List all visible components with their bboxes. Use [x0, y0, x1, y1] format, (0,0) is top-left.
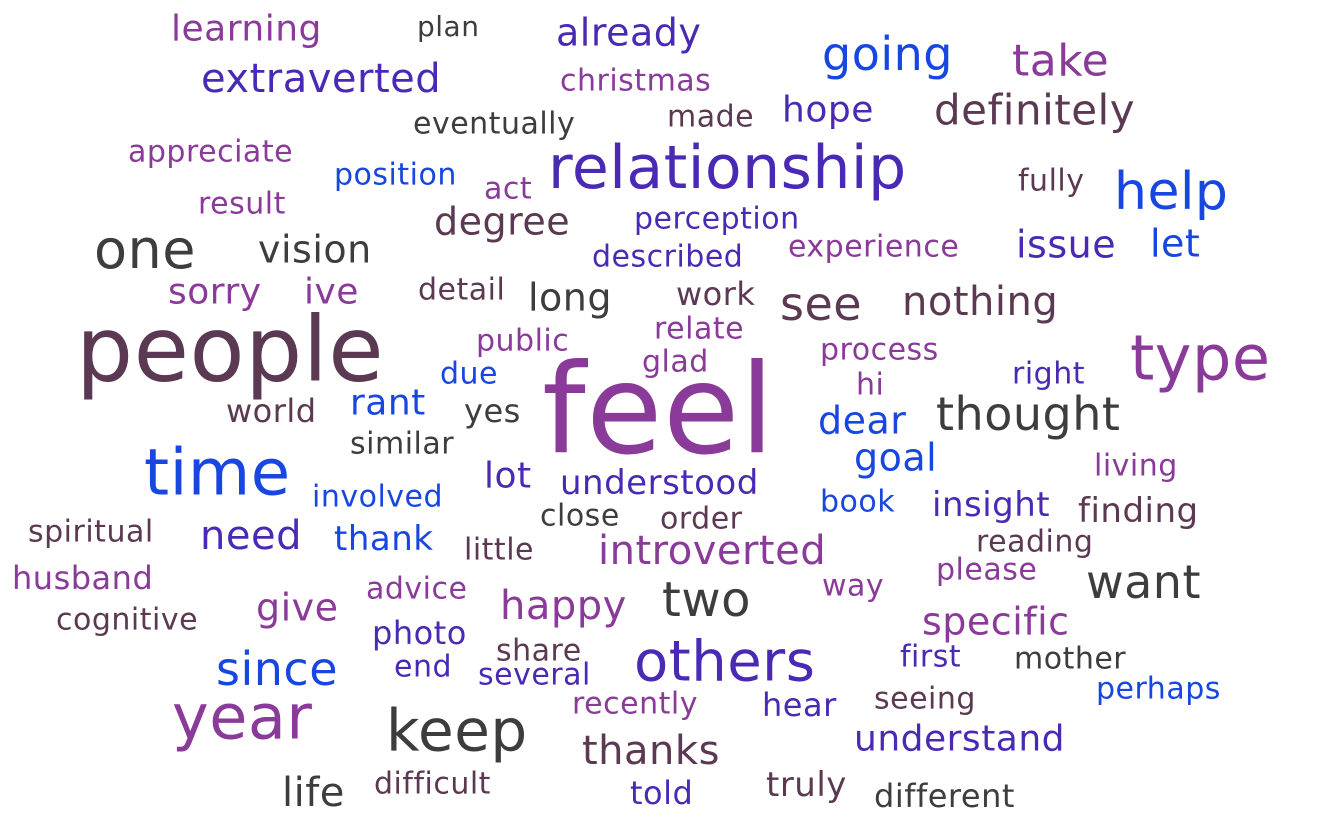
word-thanks: thanks	[582, 728, 720, 774]
word-relationship: relationship	[548, 133, 907, 203]
word-happy: happy	[500, 583, 627, 629]
word-thought: thought	[936, 386, 1121, 441]
word-take: take	[1012, 35, 1110, 87]
word-since: since	[216, 641, 338, 696]
word-fully: fully	[1018, 163, 1085, 199]
word-first: first	[900, 639, 962, 675]
word-need: need	[200, 513, 302, 559]
word-glad: glad	[642, 344, 709, 380]
word-different: different	[874, 776, 1015, 815]
word-one: one	[94, 218, 196, 282]
word-dear: dear	[818, 398, 907, 443]
word-degree: degree	[434, 199, 571, 244]
word-perhaps: perhaps	[1096, 671, 1221, 707]
word-spiritual: spiritual	[28, 514, 154, 550]
word-please: please	[936, 552, 1038, 588]
word-keep: keep	[386, 696, 528, 765]
word-book: book	[820, 484, 896, 520]
word-insight: insight	[932, 485, 1051, 526]
word-long: long	[528, 275, 613, 320]
word-work: work	[676, 274, 756, 313]
word-people: people	[76, 297, 385, 403]
word-hi: hi	[856, 367, 885, 403]
word-others: others	[634, 629, 816, 695]
word-cognitive: cognitive	[56, 602, 199, 638]
word-two: two	[662, 572, 751, 629]
word-world: world	[226, 391, 317, 430]
word-nothing: nothing	[902, 279, 1059, 325]
word-extraverted: extraverted	[201, 56, 442, 102]
word-year: year	[172, 680, 313, 754]
word-way: way	[822, 568, 885, 604]
word-seeing: seeing	[874, 681, 976, 717]
word-hear: hear	[762, 685, 837, 724]
word-want: want	[1086, 554, 1202, 609]
word-going: going	[822, 26, 953, 81]
word-lot: lot	[484, 455, 532, 497]
word-issue: issue	[1016, 222, 1117, 267]
word-order: order	[660, 501, 743, 537]
word-described: described	[592, 239, 744, 275]
word-advice: advice	[366, 571, 468, 607]
word-eventually: eventually	[413, 106, 576, 142]
word-living: living	[1094, 448, 1178, 484]
word-reading: reading	[976, 524, 1094, 560]
word-understood: understood	[560, 463, 759, 504]
word-already: already	[556, 10, 702, 55]
word-yes: yes	[464, 391, 521, 430]
word-life: life	[282, 770, 345, 816]
word-definitely: definitely	[934, 85, 1136, 135]
word-difficult: difficult	[374, 766, 491, 802]
word-see: see	[780, 276, 863, 331]
word-goal: goal	[854, 435, 938, 480]
word-photo: photo	[372, 613, 467, 652]
word-type: type	[1130, 321, 1271, 395]
word-understand: understand	[854, 718, 1066, 760]
word-vision: vision	[258, 227, 372, 272]
word-result: result	[198, 186, 286, 222]
word-perception: perception	[634, 201, 800, 237]
word-position: position	[334, 157, 457, 193]
word-specific: specific	[922, 599, 1070, 644]
word-public: public	[476, 323, 570, 359]
word-plan: plan	[417, 10, 480, 44]
word-involved: involved	[312, 479, 444, 515]
word-sorry: sorry	[168, 271, 262, 313]
word-time: time	[144, 436, 291, 511]
word-truly: truly	[766, 765, 847, 806]
word-act: act	[484, 171, 533, 207]
word-let: let	[1150, 221, 1201, 266]
word-several: several	[478, 657, 591, 693]
word-close: close	[540, 498, 620, 534]
word-little: little	[464, 532, 534, 568]
word-help: help	[1114, 161, 1229, 222]
word-told: told	[630, 773, 694, 812]
word-christmas: christmas	[560, 63, 712, 99]
word-relate: relate	[654, 311, 745, 347]
word-appreciate: appreciate	[128, 134, 294, 170]
word-share: share	[496, 633, 582, 669]
word-thank: thank	[334, 519, 434, 560]
word-hope: hope	[782, 89, 874, 131]
word-right: right	[1012, 356, 1085, 392]
word-finding: finding	[1078, 491, 1199, 532]
word-end: end	[394, 649, 453, 685]
word-made: made	[667, 99, 755, 135]
word-experience: experience	[788, 229, 960, 265]
word-learning: learning	[171, 8, 322, 50]
word-mother: mother	[1014, 641, 1127, 677]
word-give: give	[256, 585, 339, 630]
word-introverted: introverted	[598, 528, 827, 574]
word-feel: feel	[542, 338, 775, 483]
word-detail: detail	[418, 272, 506, 308]
word-husband: husband	[12, 558, 154, 597]
word-ive: ive	[304, 271, 359, 313]
word-process: process	[820, 332, 939, 368]
word-recently: recently	[572, 686, 698, 722]
word-due: due	[440, 356, 499, 392]
word-rant: rant	[350, 382, 426, 424]
word-similar: similar	[350, 426, 455, 462]
